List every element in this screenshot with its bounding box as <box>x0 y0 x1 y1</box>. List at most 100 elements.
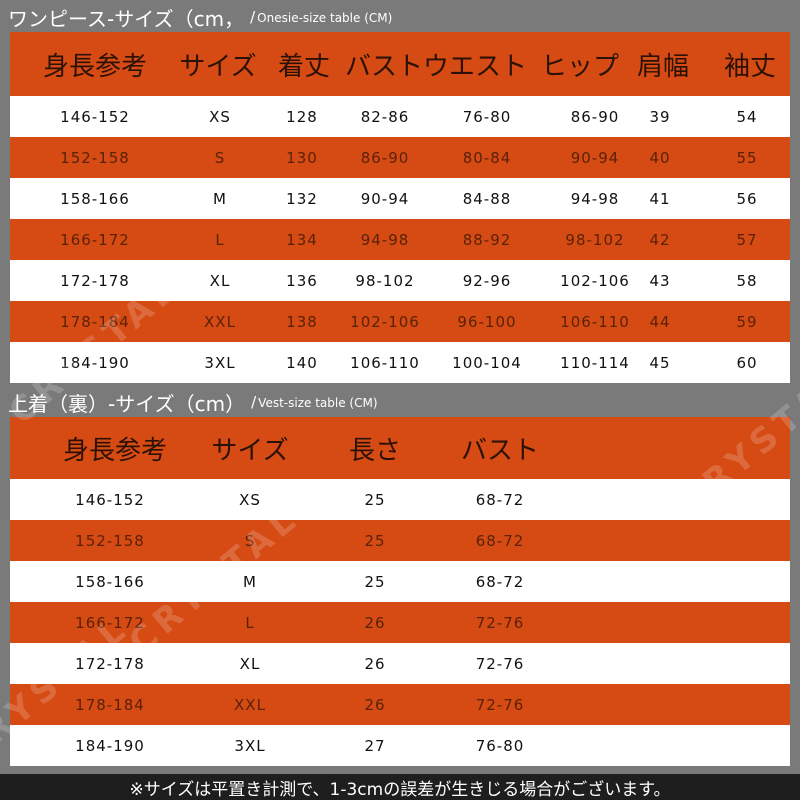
onesie-cell-height: 146-152 <box>60 107 130 126</box>
vest-cell-bust: 72-76 <box>475 654 525 673</box>
onesie-cell-shoulder: 41 <box>649 189 671 208</box>
vest-cell-bust: 72-76 <box>475 695 525 714</box>
onesie-cell-size: M <box>213 189 227 208</box>
onesie-cell-size: S <box>214 148 226 167</box>
vest-cell-height: 184-190 <box>75 736 145 755</box>
onesie-cell-shoulder: 40 <box>649 148 671 167</box>
onesie-cell-bust: 94-98 <box>360 230 410 249</box>
vest-cell-height: 166-172 <box>75 613 145 632</box>
vest-title-en: / Vest-size table (CM) <box>251 393 378 411</box>
footnote: ※サイズは平置き計測で、1-3cmの誤差が生きじる場合がございます。 <box>0 774 800 800</box>
onesie-cell-hip: 98-102 <box>565 230 625 249</box>
onesie-cell-shoulder: 39 <box>649 107 671 126</box>
onesie-cell-sleeve: 54 <box>736 107 758 126</box>
onesie-cell-hip: 90-94 <box>570 148 620 167</box>
vest-cell-bust: 68-72 <box>475 572 525 591</box>
vest-table-row: 172-178 XL 26 72-76 <box>10 643 790 684</box>
onesie-cell-bust: 102-106 <box>350 312 420 331</box>
onesie-header-height: 身長参考 <box>42 51 147 82</box>
onesie-cell-hip: 110-114 <box>560 353 630 372</box>
onesie-cell-size: XXL <box>204 312 236 331</box>
vest-table-row: 146-152 XS 25 68-72 <box>10 479 790 520</box>
vest-cell-bust: 76-80 <box>475 736 525 755</box>
onesie-section-title: ワンピース-サイズ（cm， / Onesie-size table (CM) <box>0 2 392 32</box>
onesie-header-length: 着丈 <box>277 51 330 82</box>
vest-cell-length: 25 <box>364 490 386 509</box>
vest-cell-size: 3XL <box>234 736 266 755</box>
onesie-title-en: / Onesie-size table (CM) <box>250 8 393 26</box>
vest-header-height: 身長参考 <box>62 435 167 466</box>
vest-section-title: 上着（裏）-サイズ（cm） / Vest-size table (CM) <box>0 387 378 417</box>
onesie-cell-shoulder: 43 <box>649 271 671 290</box>
onesie-cell-waist: 84-88 <box>462 189 512 208</box>
onesie-cell-waist: 80-84 <box>462 148 512 167</box>
vest-table-row: 152-158 S 25 68-72 <box>10 520 790 561</box>
vest-cell-bust: 72-76 <box>475 613 525 632</box>
onesie-table-row: 184-190 3XL 140 106-110 100-104 110-114 45 60 <box>10 342 790 383</box>
onesie-size-table: 身長参考 サイズ 着丈 バストウエスト ヒップ 肩幅 袖丈 146-152 XS 1… <box>10 32 790 383</box>
onesie-cell-height: 184-190 <box>60 353 130 372</box>
vest-cell-length: 27 <box>364 736 386 755</box>
onesie-cell-hip: 106-110 <box>560 312 630 331</box>
onesie-cell-shoulder: 45 <box>649 353 671 372</box>
vest-table-row: 166-172 L 26 72-76 <box>10 602 790 643</box>
onesie-header-size: サイズ <box>179 51 257 82</box>
vest-cell-height: 178-184 <box>75 695 145 714</box>
vest-cell-bust: 68-72 <box>475 531 525 550</box>
onesie-cell-size: L <box>215 230 225 249</box>
onesie-cell-hip: 86-90 <box>570 107 620 126</box>
onesie-header-bust-waist: バストウエスト <box>344 51 527 82</box>
onesie-cell-shoulder: 42 <box>649 230 671 249</box>
onesie-cell-length: 132 <box>286 189 318 208</box>
onesie-cell-waist: 92-96 <box>462 271 512 290</box>
onesie-cell-size: 3XL <box>204 353 236 372</box>
vest-cell-length: 26 <box>364 613 386 632</box>
onesie-cell-waist: 88-92 <box>462 230 512 249</box>
onesie-title-jp: ワンピース-サイズ（cm， <box>8 6 245 31</box>
onesie-cell-hip: 102-106 <box>560 271 630 290</box>
onesie-cell-length: 138 <box>286 312 318 331</box>
onesie-cell-length: 128 <box>286 107 318 126</box>
onesie-cell-length: 134 <box>286 230 318 249</box>
onesie-cell-size: XS <box>209 107 231 126</box>
onesie-cell-sleeve: 57 <box>736 230 758 249</box>
vest-cell-bust: 68-72 <box>475 490 525 509</box>
vest-cell-height: 152-158 <box>75 531 145 550</box>
onesie-cell-waist: 100-104 <box>452 353 522 372</box>
onesie-header-shoulder: 肩幅 <box>636 51 689 82</box>
onesie-header-sleeve: 袖丈 <box>723 51 776 82</box>
vest-cell-length: 26 <box>364 695 386 714</box>
onesie-cell-height: 172-178 <box>60 271 130 290</box>
vest-table-row: 184-190 3XL 27 76-80 <box>10 725 790 766</box>
onesie-cell-height: 166-172 <box>60 230 130 249</box>
vest-cell-length: 25 <box>364 531 386 550</box>
onesie-cell-sleeve: 58 <box>736 271 758 290</box>
vest-header-length: 長さ <box>348 435 401 466</box>
onesie-cell-bust: 82-86 <box>360 107 410 126</box>
vest-size-table: 身長参考 サイズ 長さ バスト 146-152 XS 25 68-72 152-158 S… <box>10 417 790 766</box>
onesie-table-row: 166-172 L 134 94-98 88-92 98-102 42 57 <box>10 219 790 260</box>
vest-cell-size: S <box>244 531 256 550</box>
vest-header-bust: バスト <box>460 435 539 466</box>
onesie-cell-shoulder: 44 <box>649 312 671 331</box>
onesie-cell-bust: 98-102 <box>355 271 415 290</box>
onesie-cell-height: 178-184 <box>60 312 130 331</box>
onesie-header-row: 身長参考 サイズ 着丈 バストウエスト ヒップ 肩幅 袖丈 <box>10 32 790 96</box>
onesie-cell-height: 158-166 <box>60 189 130 208</box>
onesie-cell-length: 136 <box>286 271 318 290</box>
onesie-cell-height: 152-158 <box>60 148 130 167</box>
vest-title-jp: 上着（裏）-サイズ（cm） <box>8 391 246 416</box>
vest-title-en-text: Vest-size table (CM) <box>258 396 378 410</box>
vest-cell-size: XXL <box>234 695 266 714</box>
onesie-cell-sleeve: 55 <box>736 148 758 167</box>
vest-table-row: 178-184 XXL 26 72-76 <box>10 684 790 725</box>
onesie-table-row: 158-166 M 132 90-94 84-88 94-98 41 56 <box>10 178 790 219</box>
vest-cell-height: 158-166 <box>75 572 145 591</box>
vest-header-size: サイズ <box>211 435 289 466</box>
onesie-cell-sleeve: 60 <box>736 353 758 372</box>
onesie-cell-bust: 90-94 <box>360 189 410 208</box>
onesie-cell-hip: 94-98 <box>570 189 620 208</box>
vest-cell-size: XL <box>239 654 261 673</box>
vest-header-row: 身長参考 サイズ 長さ バスト <box>10 417 790 479</box>
onesie-cell-sleeve: 56 <box>736 189 758 208</box>
